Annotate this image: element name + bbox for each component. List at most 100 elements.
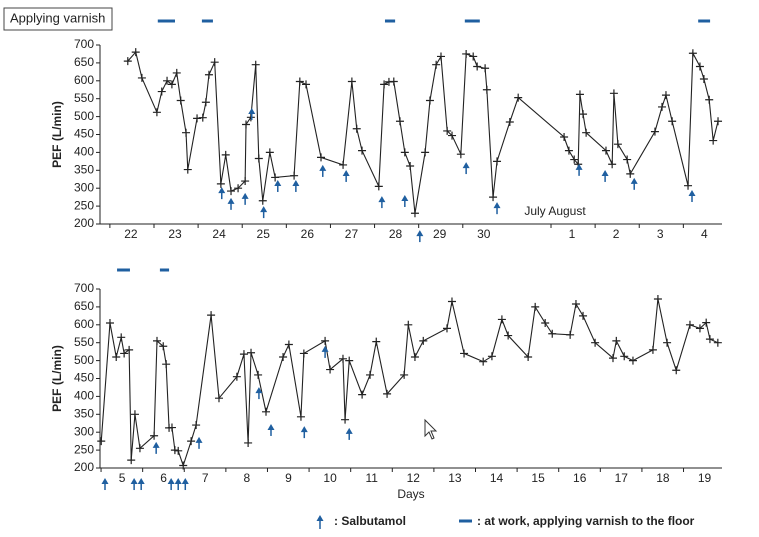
salbutamol-arrow xyxy=(575,163,583,176)
salbutamol-arrow xyxy=(267,423,275,436)
pef-marker xyxy=(374,182,383,191)
pef-marker xyxy=(317,153,326,162)
pef-marker xyxy=(279,353,288,362)
arrow-head xyxy=(378,196,386,203)
pef-marker xyxy=(695,324,704,333)
title-box xyxy=(3,7,113,31)
salbutamol-arrow xyxy=(342,169,350,182)
x-tick-label: 22 xyxy=(124,227,138,241)
pef-marker xyxy=(579,110,588,119)
y-tick-label: 400 xyxy=(74,145,94,159)
pef-marker xyxy=(460,349,469,358)
salbutamol-arrow xyxy=(195,436,203,449)
salbutamol-arrow xyxy=(255,387,263,400)
pef-marker xyxy=(505,117,514,126)
salbutamol-arrow xyxy=(378,196,386,209)
pef-marker xyxy=(648,345,657,354)
salbutamol-arrow xyxy=(274,179,282,192)
arrow-head xyxy=(137,478,145,485)
pef-marker xyxy=(688,49,697,58)
arrow-head xyxy=(575,163,583,170)
pef-marker xyxy=(170,446,179,455)
pef-marker xyxy=(271,173,280,182)
x-tick-label: 24 xyxy=(212,227,226,241)
pef-marker xyxy=(204,70,213,79)
pef-marker xyxy=(290,171,299,180)
x-tick-label: 18 xyxy=(656,471,670,485)
arrow-head xyxy=(260,206,268,213)
y-tick-label: 250 xyxy=(74,442,94,456)
pef-marker xyxy=(591,338,600,347)
pef-marker xyxy=(157,87,166,96)
pef-marker xyxy=(620,352,629,361)
pef-marker xyxy=(131,48,140,57)
pef-marker xyxy=(234,184,243,193)
x-tick-label: 19 xyxy=(698,471,712,485)
arrow-head xyxy=(630,177,638,184)
x-tick-label: 23 xyxy=(168,227,182,241)
pef-marker xyxy=(207,311,216,320)
arrow-head xyxy=(292,179,300,186)
x-tick-label: 26 xyxy=(301,227,315,241)
mouse-cursor xyxy=(424,418,438,440)
pef-marker xyxy=(247,348,256,357)
pef-marker xyxy=(541,319,550,328)
pef-marker xyxy=(254,370,263,379)
arrow-head xyxy=(174,478,182,485)
arrow-head xyxy=(218,187,226,194)
y-tick-label: 450 xyxy=(74,127,94,141)
pef-marker xyxy=(473,62,482,71)
pef-marker xyxy=(221,150,230,159)
pef-marker xyxy=(232,372,241,381)
x-tick-label: 29 xyxy=(433,227,447,241)
pef-marker xyxy=(105,319,114,328)
pef-marker xyxy=(514,93,523,102)
pef-marker xyxy=(650,127,659,136)
pef-marker xyxy=(341,415,350,424)
pef-marker xyxy=(117,333,126,342)
pef-marker xyxy=(372,337,381,346)
pef-marker xyxy=(566,330,575,339)
pef-marker xyxy=(481,64,490,73)
pef-marker xyxy=(296,412,305,421)
arrow-head xyxy=(152,441,160,448)
pef-marker xyxy=(201,98,210,107)
pef-marker xyxy=(176,96,185,105)
arrow-head xyxy=(255,387,263,394)
x-tick-label: 30 xyxy=(477,227,491,241)
pef-marker xyxy=(695,62,704,71)
pef-line xyxy=(127,51,719,214)
salbutamol-arrow xyxy=(260,206,268,219)
pef-marker xyxy=(198,113,207,122)
pef-marker xyxy=(347,77,356,86)
pef-marker xyxy=(395,117,404,126)
arrow-head xyxy=(493,202,501,209)
pef-marker xyxy=(406,162,415,171)
pef-marker xyxy=(663,338,672,347)
pef-marker xyxy=(524,353,533,362)
arrow-head xyxy=(195,436,203,443)
pef-marker xyxy=(560,133,569,142)
pef-marker xyxy=(172,68,181,77)
x-tick-label: 17 xyxy=(615,471,629,485)
pef-marker xyxy=(410,353,419,362)
pef-marker xyxy=(436,52,445,61)
y-tick-label: 350 xyxy=(74,406,94,420)
legend-arrowhead xyxy=(316,515,324,521)
pef-marker xyxy=(358,390,367,399)
pef-marker xyxy=(358,146,367,155)
pef-marker xyxy=(714,117,723,126)
salbutamol-arrow xyxy=(218,187,226,200)
pef-marker xyxy=(246,113,255,122)
pef-marker xyxy=(120,349,129,358)
y-tick-label: 550 xyxy=(74,335,94,349)
pef-marker xyxy=(227,187,236,196)
pef-marker xyxy=(339,160,348,169)
pef-marker xyxy=(352,124,361,133)
title: Applying varnish xyxy=(10,10,105,25)
pef-marker xyxy=(582,128,591,137)
arrow-head xyxy=(130,478,138,485)
pef-marker xyxy=(295,77,304,86)
pef-marker xyxy=(456,150,465,159)
arrow-head xyxy=(167,478,175,485)
